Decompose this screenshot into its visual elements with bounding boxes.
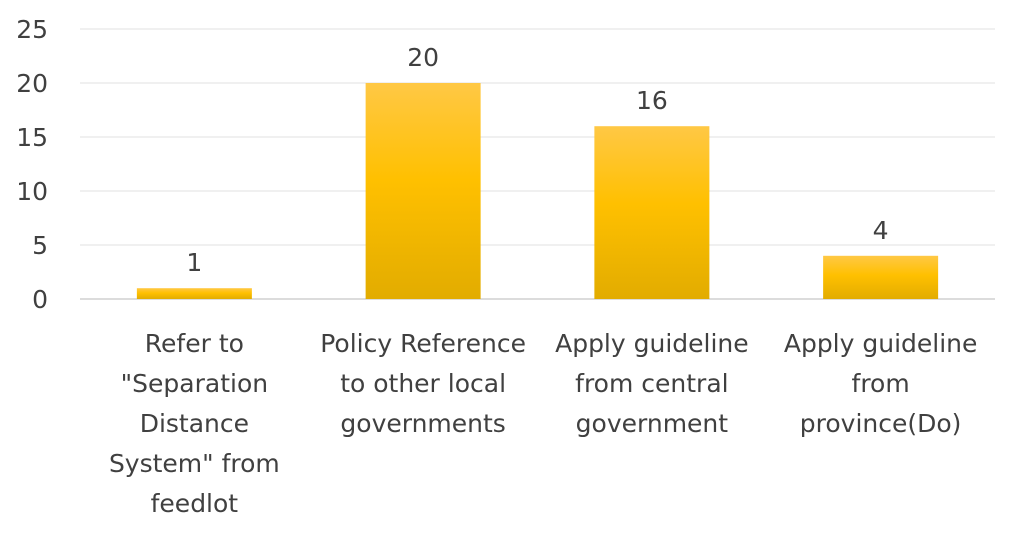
y-tick-label: 20 bbox=[16, 69, 48, 98]
category-labels: Refer to "Separation Distance System" from f… bbox=[109, 329, 977, 518]
category-label: Apply guideline from province(Do) bbox=[784, 329, 978, 438]
y-tick-label: 10 bbox=[16, 177, 48, 206]
category-label: Apply guideline from central government bbox=[555, 329, 749, 438]
category-label-line: from bbox=[852, 369, 910, 398]
category-label-line: Apply guideline bbox=[555, 329, 749, 358]
y-tick-label: 25 bbox=[16, 15, 48, 44]
data-label: 1 bbox=[186, 248, 202, 277]
bar bbox=[594, 126, 710, 299]
data-label: 16 bbox=[636, 86, 668, 115]
category-label: Policy Reference to other local government… bbox=[320, 329, 526, 438]
bar bbox=[365, 83, 481, 299]
data-label: 20 bbox=[407, 43, 439, 72]
y-tick-label: 5 bbox=[32, 231, 48, 260]
category-label-line: from central bbox=[575, 369, 728, 398]
category-label-line: province(Do) bbox=[800, 409, 962, 438]
y-tick-label: 15 bbox=[16, 123, 48, 152]
category-label-line: Distance bbox=[140, 409, 249, 438]
category-label-line: System" from bbox=[109, 449, 280, 478]
category-label-line: governments bbox=[340, 409, 505, 438]
category-label-line: to other local bbox=[340, 369, 506, 398]
category-label-line: government bbox=[576, 409, 729, 438]
bars bbox=[136, 83, 939, 299]
bar bbox=[823, 255, 939, 299]
category-label-line: Apply guideline bbox=[784, 329, 978, 358]
category-label-line: "Separation bbox=[121, 369, 268, 398]
y-axis-tick-labels: 0 5 10 15 20 25 bbox=[16, 15, 48, 314]
bar bbox=[136, 288, 252, 299]
category-label-line: Policy Reference bbox=[320, 329, 526, 358]
category-label: Refer to "Separation Distance System" from f… bbox=[109, 329, 280, 518]
data-labels: 1 20 16 4 bbox=[186, 43, 888, 277]
y-tick-label: 0 bbox=[32, 285, 48, 314]
category-label-line: Refer to bbox=[145, 329, 244, 358]
data-label: 4 bbox=[873, 216, 889, 245]
category-label-line: feedlot bbox=[151, 489, 239, 518]
